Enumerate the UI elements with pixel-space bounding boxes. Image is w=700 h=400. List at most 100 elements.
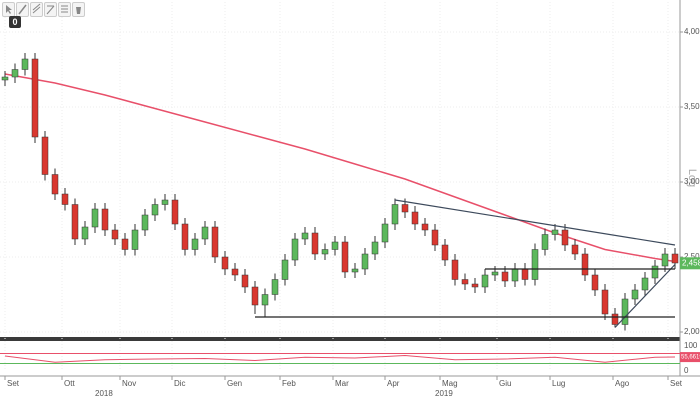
candle-body [551, 229, 559, 235]
candle-body [1, 76, 9, 81]
candle-body [311, 232, 319, 255]
candle-body [131, 229, 139, 250]
x-tick-label: Dic [174, 379, 186, 388]
candle-body [611, 313, 619, 325]
candle-body [221, 256, 229, 270]
candle-body [361, 253, 369, 270]
candle-body [281, 259, 289, 280]
rsi-tag-label: 55,6619 [681, 355, 700, 361]
fib-button[interactable] [58, 2, 71, 17]
candle-body [571, 244, 579, 255]
candle-body [411, 211, 419, 225]
candle-body [461, 279, 469, 285]
cursor-button[interactable] [2, 2, 15, 17]
candle-body [401, 204, 409, 213]
year-label: 2018 [95, 389, 113, 398]
candle-body [11, 69, 19, 78]
candle-body [141, 214, 149, 231]
candle-body [661, 253, 669, 267]
x-tick-label: Lug [552, 379, 565, 388]
trend-button[interactable] [30, 2, 43, 17]
candle-body [651, 265, 659, 279]
y-tick-label: 4,00 [684, 27, 700, 36]
candle-body [641, 277, 649, 291]
log-toggle[interactable]: Log [686, 169, 698, 187]
candle-body [561, 229, 569, 246]
candle-body [21, 58, 29, 70]
candle-body [301, 232, 309, 240]
candle-body [31, 58, 39, 138]
candle-body [51, 174, 59, 195]
candle-body [101, 208, 109, 231]
candle-body [621, 298, 629, 325]
candle-body [241, 274, 249, 288]
candle-body [81, 226, 89, 240]
candle-body [421, 223, 429, 231]
candle-body [331, 241, 339, 250]
rsi-tag [680, 352, 700, 363]
panel-separator [0, 337, 680, 341]
candle-body [291, 238, 299, 261]
x-tick-label: Giu [499, 379, 511, 388]
candle-body [111, 229, 119, 240]
y-tick-label: 2,00 [684, 327, 700, 336]
x-tick-label: Set [7, 379, 20, 388]
candle-body [391, 204, 399, 225]
candle-body [531, 249, 539, 280]
x-tick-label: Mar [335, 379, 349, 388]
rsi-tick-label: 100 [684, 341, 698, 350]
draw-line-button[interactable] [16, 2, 29, 17]
candle-body [181, 223, 189, 250]
candle-body [201, 226, 209, 240]
candle-body [171, 199, 179, 225]
delete-button[interactable] [72, 2, 85, 17]
candle-body [341, 241, 349, 273]
candle-body [491, 271, 499, 276]
candle-body [91, 208, 99, 228]
candle-body [271, 279, 279, 295]
rsi-tick-label: 0 [684, 366, 689, 375]
x-tick-label: Gen [227, 379, 242, 388]
candle-body [231, 268, 239, 276]
candle-body [481, 274, 489, 288]
candle-body [61, 193, 69, 205]
candle-body [601, 289, 609, 315]
candle-body [381, 223, 389, 243]
y-tick-label: 2,50 [684, 252, 700, 261]
candle-body [451, 259, 459, 280]
price-tag-label: 2,458 [682, 258, 700, 267]
candle-body [371, 241, 379, 255]
x-tick-label: Set [670, 379, 683, 388]
toolbar-badge[interactable]: 0 [9, 16, 21, 28]
candle-body [431, 229, 439, 246]
y-tick-label: 3,00 [684, 177, 700, 186]
candle-body [521, 268, 529, 280]
candle-body [71, 204, 79, 240]
x-tick-label: Nov [122, 379, 136, 388]
rsi-line [4, 354, 676, 363]
price-tag [680, 257, 700, 270]
candle-body [151, 204, 159, 216]
candle-body [261, 294, 269, 306]
candle-body [251, 286, 259, 306]
x-tick-label: Ago [615, 379, 630, 388]
candle-body [581, 253, 589, 276]
candle-body [441, 244, 449, 261]
moving-average [4, 73, 676, 263]
trendline [394, 199, 676, 246]
x-tick-label: Feb [282, 379, 296, 388]
candle-body [541, 234, 549, 250]
x-tick-label: Apr [387, 379, 400, 388]
candle-body [471, 283, 479, 288]
candle-body [631, 289, 639, 300]
candle-body [191, 238, 199, 250]
candle-body [121, 238, 129, 250]
x-tick-label: Ott [64, 379, 75, 388]
candle-body [211, 226, 219, 258]
candle-body [41, 136, 49, 175]
candle-body [321, 249, 329, 255]
candle-body [591, 274, 599, 291]
channel-button[interactable] [44, 2, 57, 17]
